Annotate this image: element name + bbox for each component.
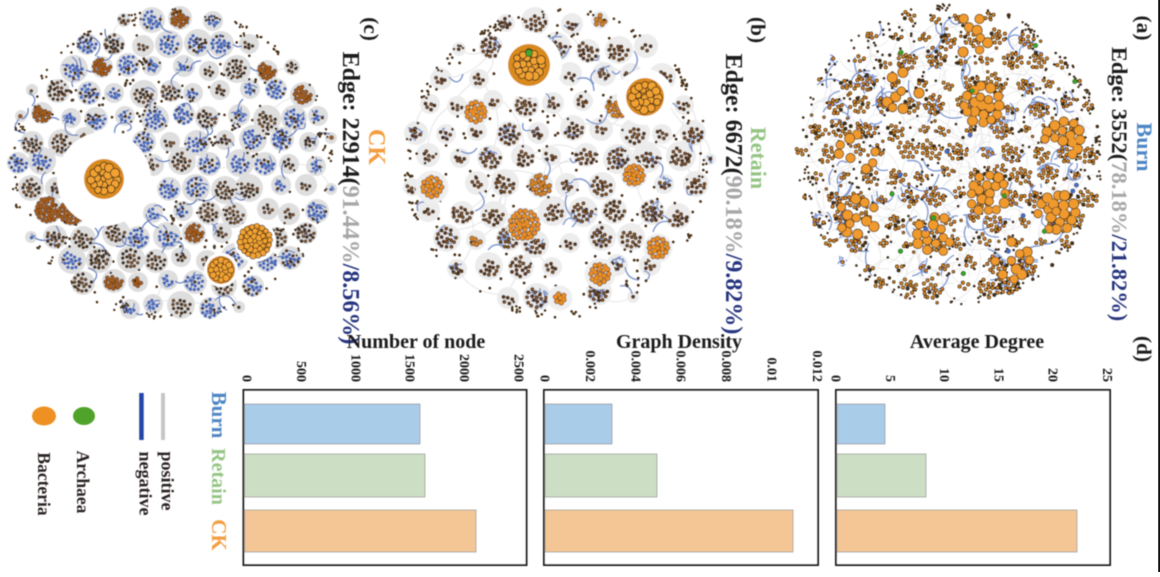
- svg-text:1000: 1000: [347, 354, 362, 382]
- svg-text:(c): (c): [359, 17, 383, 41]
- svg-text:2500: 2500: [511, 354, 526, 382]
- svg-text:Edge: 22914(91.44%/8.56%): Edge: 22914(91.44%/8.56%): [337, 52, 363, 345]
- svg-text:Edge: 6672(90.18%/9.82%): Edge: 6672(90.18%/9.82%): [720, 54, 746, 335]
- svg-text:(b): (b): [746, 17, 770, 43]
- svg-text:Average Degree: Average Degree: [910, 331, 1044, 353]
- svg-text:0: 0: [537, 375, 552, 382]
- svg-text:Graph Density: Graph Density: [616, 331, 742, 353]
- svg-text:(d): (d): [1132, 336, 1156, 362]
- svg-text:Burn: Burn: [1132, 123, 1157, 172]
- svg-text:2000: 2000: [456, 354, 471, 382]
- svg-text:Number of node: Number of node: [347, 331, 486, 353]
- svg-text:0: 0: [239, 375, 254, 382]
- svg-text:CK: CK: [207, 519, 231, 551]
- svg-text:0.008: 0.008: [718, 351, 733, 383]
- svg-text:Retain: Retain: [207, 448, 229, 505]
- svg-text:0.002: 0.002: [582, 351, 597, 383]
- svg-text:5: 5: [882, 375, 897, 382]
- svg-text:Retain: Retain: [746, 127, 771, 189]
- svg-text:1500: 1500: [402, 354, 417, 382]
- svg-text:negative: negative: [136, 452, 156, 516]
- svg-text:0.01: 0.01: [764, 358, 779, 383]
- svg-text:Edge: 3552(78.18%/21.82%): Edge: 3552(78.18%/21.82%): [1107, 47, 1132, 321]
- svg-text:(a): (a): [1132, 15, 1156, 40]
- svg-text:CK: CK: [363, 129, 389, 165]
- svg-text:15: 15: [990, 368, 1005, 382]
- svg-text:0.004: 0.004: [627, 351, 642, 383]
- svg-text:Archaea: Archaea: [73, 451, 93, 514]
- svg-text:Bacteria: Bacteria: [34, 452, 54, 515]
- svg-text:10: 10: [936, 368, 951, 382]
- svg-text:0.012: 0.012: [809, 351, 824, 383]
- svg-text:500: 500: [293, 361, 308, 382]
- svg-text:Burn: Burn: [207, 392, 231, 439]
- svg-text:20: 20: [1045, 368, 1060, 382]
- svg-text:positive: positive: [158, 451, 178, 510]
- svg-text:25: 25: [1099, 368, 1114, 382]
- svg-text:0.006: 0.006: [673, 351, 688, 383]
- svg-text:0: 0: [828, 375, 843, 382]
